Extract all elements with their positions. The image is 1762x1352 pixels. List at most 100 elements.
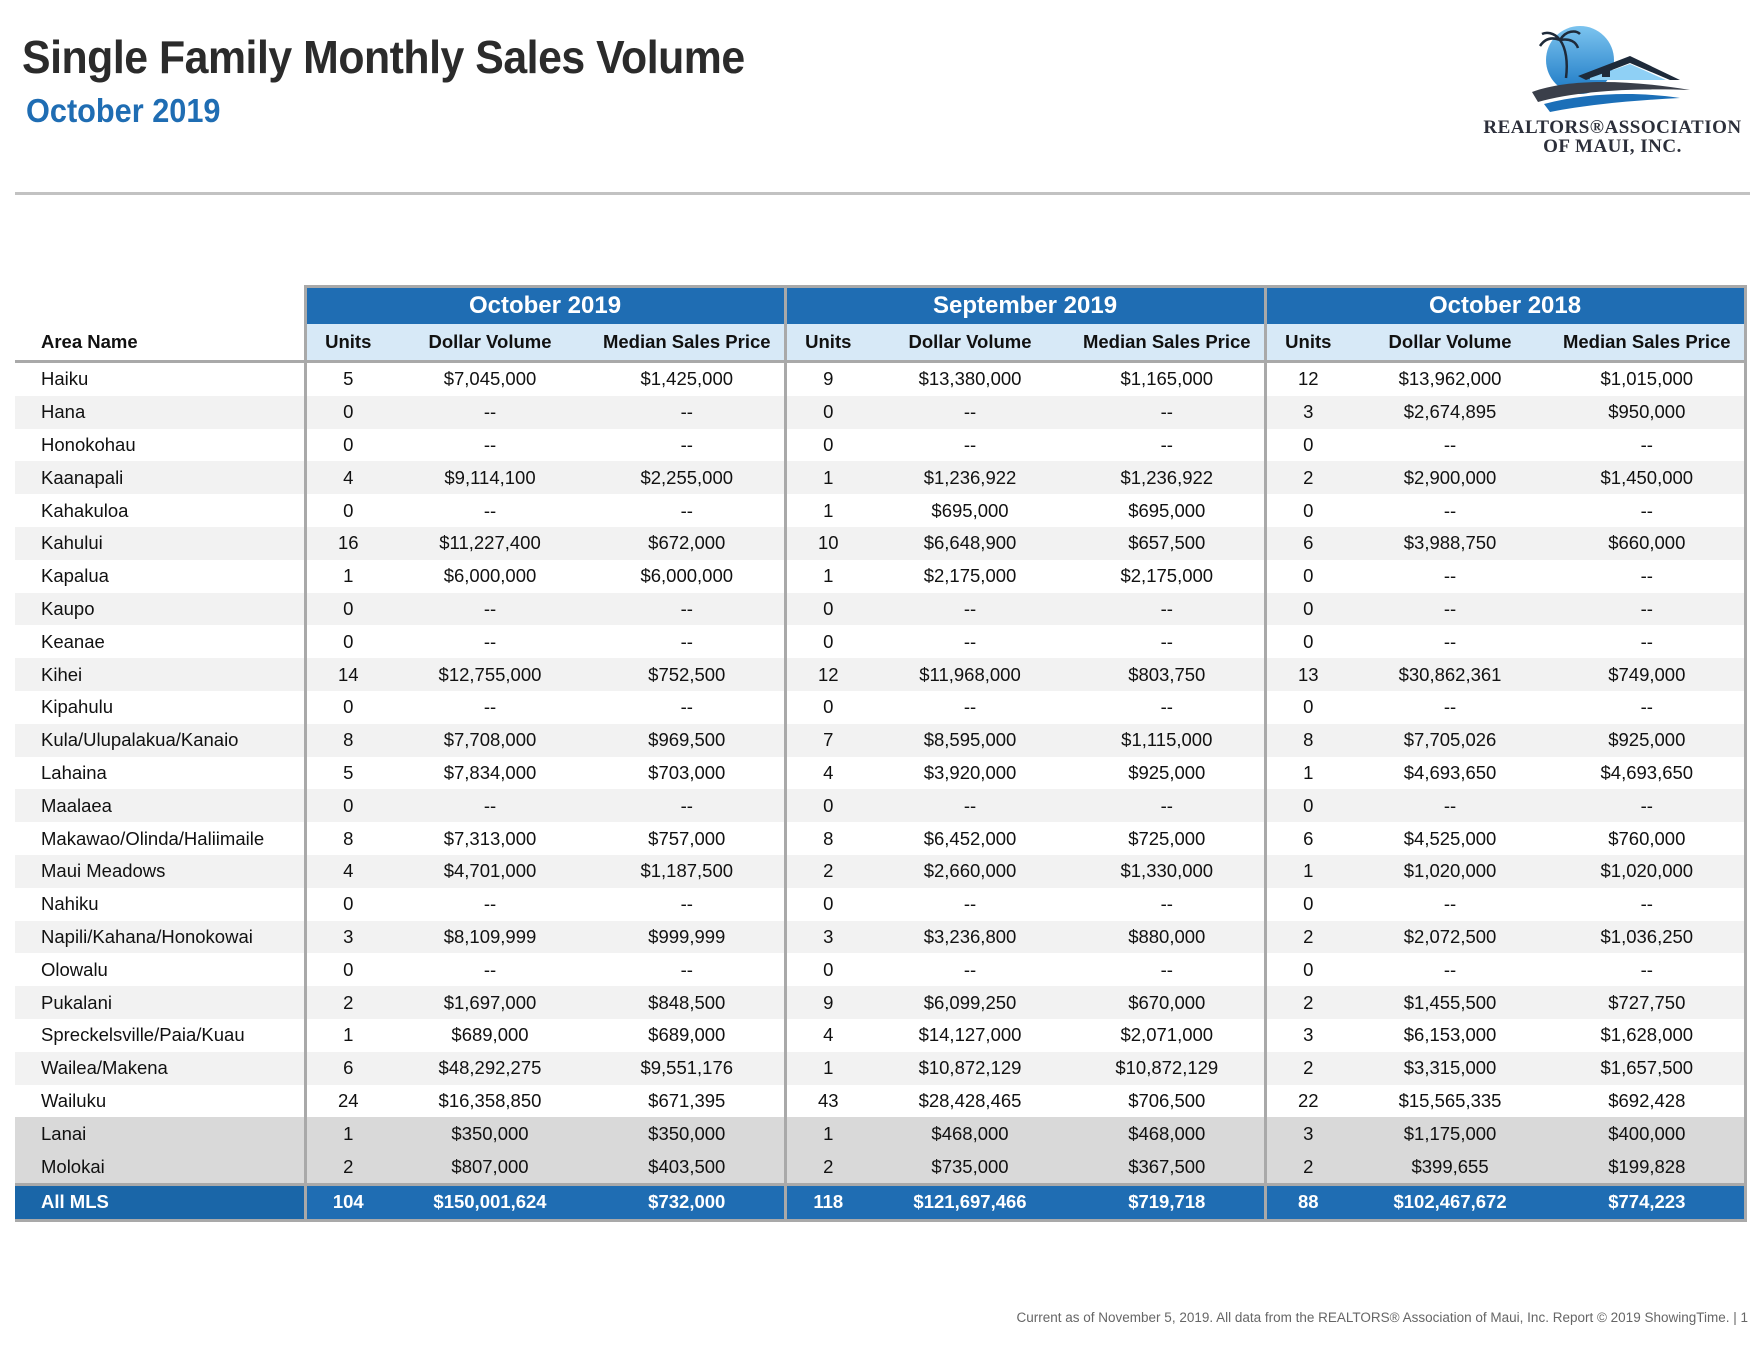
median-price-cell: $969,500 (590, 723, 787, 757)
units-cell: 3 (1263, 395, 1351, 429)
units-cell: 1 (783, 494, 871, 527)
median-price-cell: $660,000 (1550, 526, 1747, 560)
dollar-volume-cell: $11,968,000 (870, 658, 1071, 691)
units-cell: 0 (1263, 592, 1351, 626)
median-price-cell: -- (1070, 428, 1267, 462)
dollar-volume-header: Dollar Volume (870, 324, 1071, 363)
units-cell: 12 (783, 658, 871, 691)
dollar-volume-cell: $1,455,500 (1350, 986, 1551, 1019)
median-price-cell: -- (590, 395, 787, 429)
table-row: Lanai 1 $350,000 $350,000 1 $468,000 $468,000 3… (15, 1117, 1747, 1151)
table-row: Olowalu 0 -- -- 0 -- -- 0 -- -- (15, 953, 1747, 987)
units-cell: 2 (1263, 920, 1351, 954)
median-price-cell: $199,828 (1550, 1150, 1747, 1185)
table-row: Wailuku 24 $16,358,850 $671,395 43 $28,428,46… (15, 1084, 1747, 1118)
dollar-volume-cell: -- (1443, 958, 1457, 980)
median-price-cell: $9,551,176 (590, 1051, 787, 1085)
median-price-cell: $672,000 (590, 526, 787, 560)
median-price-cell: $1,236,922 (1070, 461, 1267, 495)
dollar-volume-cell: $102,467,672 (1350, 1182, 1551, 1222)
median-price-cell: $403,500 (590, 1150, 787, 1185)
area-name-cell: Pukalani (15, 986, 305, 1019)
median-price-cell: $671,395 (590, 1084, 787, 1118)
area-name-cell: Molokai (15, 1150, 305, 1185)
units-cell: 0 (783, 428, 871, 462)
table-row: Maalaea 0 -- -- 0 -- -- 0 -- -- (15, 789, 1747, 823)
units-cell: 0 (303, 494, 390, 527)
dollar-volume-cell: -- (870, 395, 1071, 429)
units-cell: 0 (1263, 559, 1351, 593)
dollar-volume-cell: $350,000 (390, 1117, 590, 1151)
units-cell: 2 (783, 854, 871, 888)
median-price-cell: -- (590, 592, 787, 626)
period-header-oct-2019: October 2019 (303, 285, 787, 324)
units-cell: 0 (783, 953, 871, 987)
median-price-cell: $6,000,000 (590, 559, 787, 593)
area-name-cell: Maui Meadows (15, 854, 305, 888)
area-name-cell: All MLS (15, 1182, 305, 1222)
dollar-volume-cell: -- (390, 395, 590, 429)
dollar-volume-cell: $13,380,000 (918, 368, 1022, 390)
units-cell: 43 (783, 1084, 871, 1118)
median-price-cell: $10,872,129 (1070, 1051, 1267, 1085)
median-price-cell: $706,500 (1070, 1084, 1267, 1118)
dollar-volume-cell: $1,697,000 (390, 986, 590, 1019)
dollar-volume-header: Dollar Volume (390, 324, 590, 363)
area-name-cell: Kahului (15, 526, 305, 560)
area-name-cell: Honokohau (41, 433, 136, 455)
median-price-cell: $732,000 (590, 1182, 787, 1222)
units-cell: 118 (783, 1182, 871, 1222)
dollar-volume-cell: -- (483, 433, 497, 455)
area-name-header: Area Name (15, 324, 305, 363)
dollar-volume-cell: -- (963, 893, 977, 915)
units-cell: 0 (783, 395, 871, 429)
median-price-cell: $925,000 (1070, 756, 1267, 790)
median-price-cell: $367,500 (1070, 1150, 1267, 1185)
dollar-volume-cell: -- (870, 789, 1071, 823)
dollar-volume-cell: $121,697,466 (870, 1182, 1071, 1222)
table-row: Kaupo 0 -- -- 0 -- -- 0 -- -- (15, 592, 1747, 626)
units-cell: 0 (1263, 625, 1351, 659)
table-row: Kaanapali 4 $9,114,100 $2,255,000 1 $1,236,92… (15, 461, 1747, 495)
table-row: Maui Meadows 4 $4,701,000 $1,187,500 2 $2,660… (15, 854, 1747, 888)
report-subtitle: October 2019 (26, 92, 221, 129)
units-cell: 0 (783, 789, 871, 823)
units-cell: 1 (303, 559, 390, 593)
dollar-volume-cell: $2,674,895 (1350, 395, 1551, 429)
area-name-cell: Kahakuloa (41, 499, 129, 521)
dollar-volume-cell: $4,525,000 (1403, 827, 1497, 849)
area-name-cell: Olowalu (41, 958, 108, 980)
median-price-cell: $2,255,000 (590, 461, 787, 495)
median-price-cell: $1,657,500 (1550, 1051, 1747, 1085)
dollar-volume-cell: $9,114,100 (390, 461, 590, 495)
median-price-cell: $999,999 (590, 920, 787, 954)
units-cell: 2 (783, 1150, 871, 1185)
dollar-volume-cell: $2,072,500 (1350, 920, 1551, 954)
median-price-cell: $1,330,000 (1070, 854, 1267, 888)
units-cell: 8 (303, 822, 390, 855)
area-name-cell: Kapalua (41, 565, 109, 587)
table-row: Lahaina 5 $7,834,000 $703,000 4 $3,920,000 $92… (15, 756, 1747, 790)
blank-header-cell (15, 286, 305, 324)
median-price-cell: $703,000 (590, 756, 787, 790)
dollar-volume-cell: $16,358,850 (438, 1089, 542, 1111)
units-cell: 1 (303, 1018, 390, 1052)
median-price-cell: $670,000 (1070, 986, 1267, 1019)
units-header: Units (1263, 324, 1351, 363)
units-cell: 22 (1263, 1084, 1351, 1118)
units-cell: 9 (783, 986, 871, 1019)
dollar-volume-cell: -- (1443, 499, 1457, 521)
units-cell: 12 (1263, 361, 1351, 396)
dollar-volume-cell: $6,648,900 (870, 526, 1071, 560)
median-price-cell: $1,165,000 (1070, 361, 1267, 396)
units-cell: 3 (1263, 1117, 1351, 1151)
median-price-cell: $692,428 (1550, 1084, 1747, 1118)
period-header-sep-2019: September 2019 (783, 285, 1267, 324)
dollar-volume-cell: -- (1350, 592, 1551, 626)
units-cell: 0 (783, 592, 871, 626)
units-header: Units (783, 324, 871, 363)
median-price-cell: $657,500 (1070, 526, 1267, 560)
table-row: Hana 0 -- -- 0 -- -- 3 $2,674,895 $950,000 (15, 395, 1747, 429)
dollar-volume-cell: $695,000 (931, 499, 1009, 521)
units-cell: 13 (1263, 658, 1351, 691)
